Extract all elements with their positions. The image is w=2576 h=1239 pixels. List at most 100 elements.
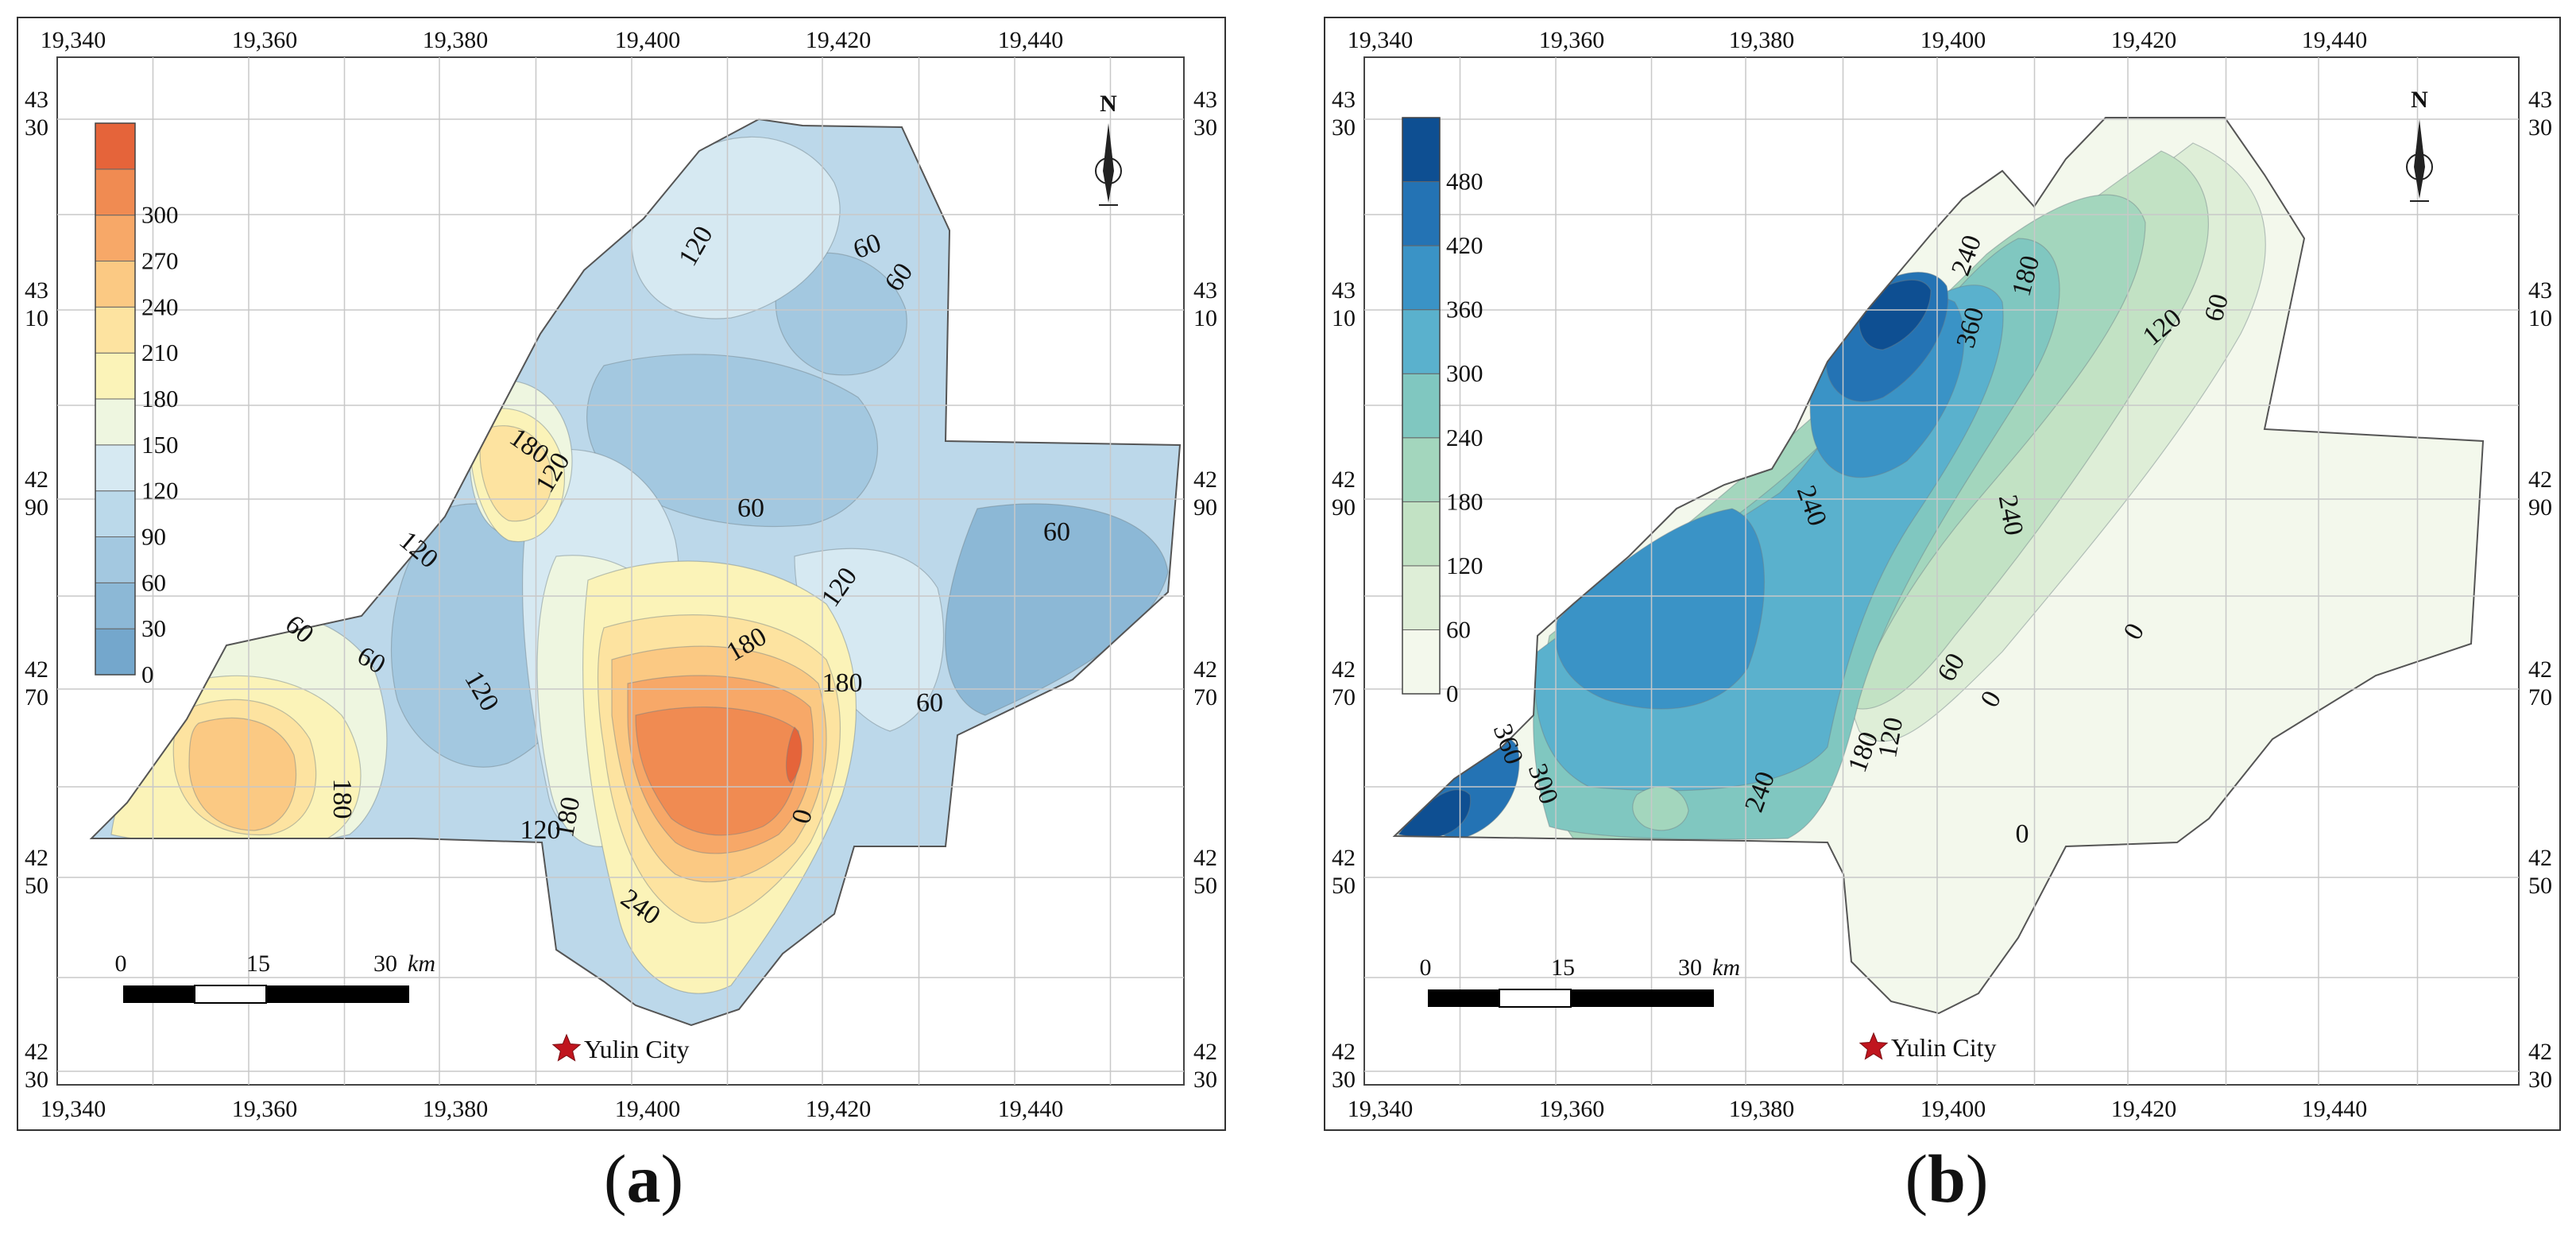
- x-tick-label-top: 19,380: [1729, 27, 1795, 53]
- legend-value-label: 360: [1446, 296, 1483, 323]
- y-tick-label-right: 43: [2528, 87, 2552, 113]
- isoline-region: [786, 726, 803, 784]
- x-tick-label-bottom: 19,440: [2302, 1096, 2368, 1122]
- x-tick-label-bottom: 19,340: [41, 1096, 106, 1122]
- contour-value-label: 120: [1873, 715, 1909, 761]
- legend-value-label: 120: [141, 477, 179, 505]
- legend-swatch: [1402, 245, 1441, 311]
- legend-swatch: [95, 628, 136, 676]
- scale-bar: 0 15 30 km: [1420, 954, 1740, 1008]
- legend-swatch: [95, 122, 136, 170]
- legend-value-label: 60: [141, 568, 166, 596]
- legend-swatch: [95, 352, 136, 400]
- legend-swatch: [95, 444, 136, 492]
- isoline-region: [1554, 508, 1766, 710]
- y-tick-label-right: 90: [2528, 494, 2552, 521]
- y-tick-label-right: 43: [2528, 277, 2552, 304]
- y-tick-label-left: 30: [25, 114, 48, 141]
- north-arrow-needle: [2414, 119, 2425, 199]
- north-arrow-needle: [1103, 123, 1114, 203]
- legend-value-label: 180: [141, 385, 179, 412]
- legend-swatch: [95, 490, 136, 538]
- outer-frame: [17, 17, 1226, 1131]
- y-tick-label-left: 42: [25, 467, 48, 493]
- y-tick-label-left: 50: [25, 873, 48, 899]
- x-tick-label-top: 19,360: [1539, 27, 1605, 53]
- scale-unit-label: km: [1712, 954, 1740, 981]
- scale-tick-label: 30: [373, 951, 397, 977]
- panel-a-caption: (a): [603, 1140, 684, 1217]
- legend-swatch: [95, 536, 136, 583]
- y-tick-label-left: 43: [25, 87, 48, 113]
- isoline-region: [635, 707, 800, 836]
- north-label: N: [1100, 91, 1117, 117]
- y-tick-label-right: 42: [1193, 1039, 1217, 1065]
- legend-value-label: 480: [1446, 168, 1483, 196]
- scale-unit-label: km: [408, 951, 435, 977]
- legend-value-label: 0: [141, 660, 154, 688]
- y-tick-label-left: 10: [1332, 305, 1356, 331]
- legend-swatch: [1402, 501, 1441, 567]
- y-tick-label-right: 50: [1193, 873, 1217, 899]
- y-tick-label-right: 43: [1193, 87, 1217, 113]
- scale-bar-segment: [1428, 989, 1499, 1007]
- x-tick-label-top: 19,440: [2302, 27, 2368, 53]
- legend-swatch: [1402, 629, 1441, 695]
- scale-tick-label: 30: [1678, 954, 1702, 981]
- contour-value-label: 240: [1993, 493, 2029, 538]
- y-tick-label-right: 30: [2528, 1067, 2552, 1093]
- y-tick-label-right: 42: [1193, 845, 1217, 871]
- contour-value-label: 60: [1043, 517, 1070, 547]
- outer-frame: [1324, 17, 2561, 1131]
- contour-value-label: 0: [2016, 819, 2029, 849]
- y-tick-label-left: 90: [1332, 494, 1356, 521]
- y-tick-label-left: 70: [25, 684, 48, 710]
- scale-tick-label: 15: [1551, 954, 1575, 981]
- study-area-outline: [1392, 117, 2485, 1015]
- y-tick-label-right: 42: [1193, 467, 1217, 493]
- y-tick-label-right: 30: [1193, 114, 1217, 141]
- scale-bar-segment: [194, 985, 267, 1004]
- city-label: Yulin City: [1891, 1033, 1996, 1062]
- y-tick-label-left: 30: [1332, 1067, 1356, 1093]
- north-label: N: [2411, 87, 2428, 113]
- y-tick-label-right: 42: [2528, 845, 2552, 871]
- y-tick-label-left: 43: [25, 277, 48, 304]
- x-tick-label-top: 19,420: [2111, 27, 2177, 53]
- study-area-outline: [89, 118, 1182, 1027]
- legend: 0 30 60 90 120 150 180 210 240 270 300: [95, 122, 179, 688]
- grid: [1364, 57, 2519, 1085]
- y-tick-label-right: 10: [2528, 305, 2552, 331]
- x-tick-label-bottom: 19,440: [998, 1096, 1064, 1122]
- y-tick-label-right: 70: [1193, 684, 1217, 710]
- scale-bar-segment: [1499, 989, 1572, 1008]
- y-tick-label-left: 30: [25, 1067, 48, 1093]
- legend-swatch: [1402, 181, 1441, 246]
- north-arrow-icon: N: [1095, 91, 1122, 206]
- y-tick-label-left: 42: [1332, 467, 1356, 493]
- legend-swatch: [95, 168, 136, 216]
- legend: 0 60 120 180 240 300 360 420 480: [1402, 117, 1483, 707]
- legend-value-label: 60: [1446, 615, 1471, 643]
- contour-value-label: 120: [520, 815, 561, 845]
- x-tick-label-top: 19,380: [423, 27, 489, 53]
- isoline-region: [479, 425, 553, 522]
- city-star-icon: [551, 1033, 582, 1062]
- y-tick-label-right: 30: [2528, 114, 2552, 141]
- scale-bar-segment: [1571, 989, 1714, 1007]
- y-tick-label-left: 43: [1332, 87, 1356, 113]
- contour-value-label: 60: [737, 494, 764, 523]
- legend-frame: [95, 122, 136, 676]
- y-tick-label-left: 42: [25, 656, 48, 683]
- y-tick-label-left: 90: [25, 494, 48, 521]
- y-tick-label-right: 90: [1193, 494, 1217, 521]
- x-tick-label-top: 19,440: [998, 27, 1064, 53]
- x-tick-label-top: 19,340: [1348, 27, 1414, 53]
- y-tick-label-right: 70: [2528, 684, 2552, 710]
- isoline-region: [1632, 786, 1689, 831]
- x-tick-label-bottom: 19,360: [1539, 1096, 1605, 1122]
- legend-value-label: 300: [1446, 359, 1483, 387]
- y-tick-label-left: 42: [1332, 656, 1356, 683]
